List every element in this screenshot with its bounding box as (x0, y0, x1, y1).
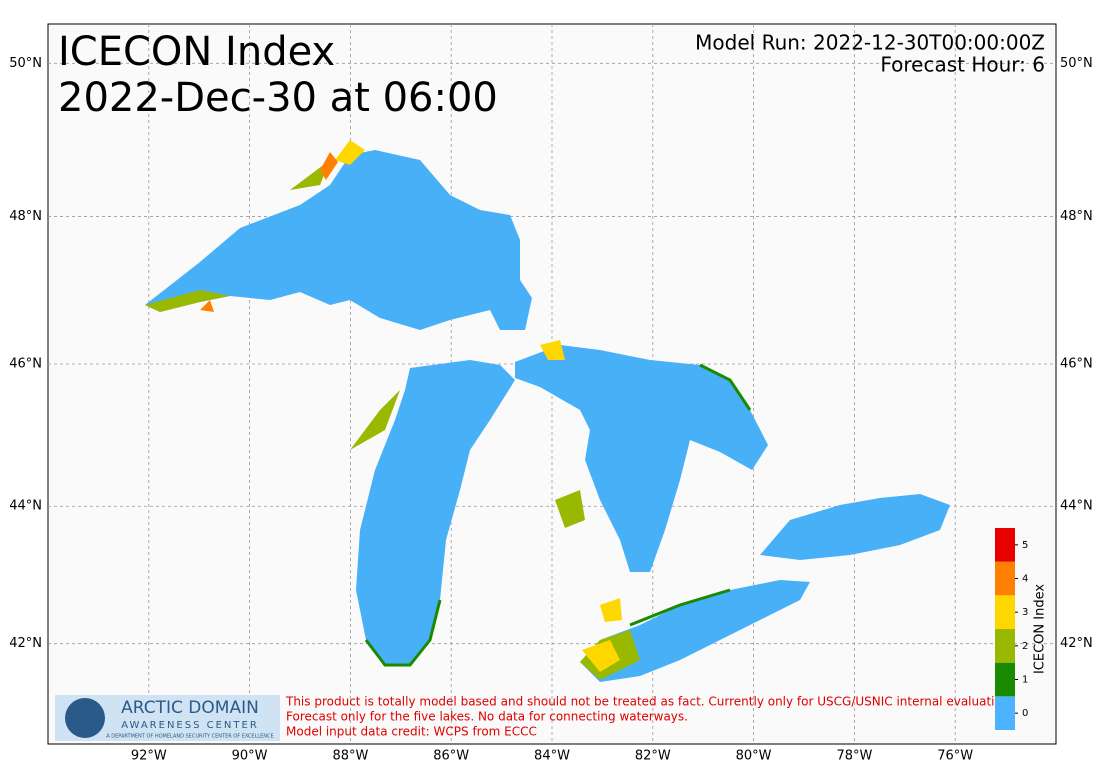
lon-tick-label: 84°W (534, 749, 570, 764)
colorbar-label: 5 (1022, 540, 1028, 551)
lon-tick-label: 80°W (736, 749, 772, 764)
colorbar-label: 1 (1022, 675, 1028, 686)
colorbar-segment (995, 696, 1015, 730)
logo-text: ARCTIC DOMAIN (121, 698, 259, 718)
title-line: ICECON Index (58, 29, 335, 75)
colorbar-segment (995, 561, 1015, 596)
shore-ice (364, 363, 752, 667)
colorbar-label: 2 (1022, 641, 1028, 652)
lat-tick-label: 50°N (1060, 56, 1093, 71)
colorbar-title: ICECON Index (1033, 584, 1048, 674)
disclaimer: Forecast only for the five lakes. No dat… (286, 710, 688, 724)
lake-superior (145, 150, 532, 330)
colorbar-segment (995, 662, 1015, 697)
forecast-hour: Forecast Hour: 6 (880, 53, 1045, 77)
disclaimer: Model input data credit: WCPS from ECCC (286, 725, 537, 739)
lat-tick-label: 42°N (1060, 636, 1093, 651)
colorbar-segment (995, 595, 1015, 629)
logo-globe (65, 698, 105, 738)
lat-tick-label: 50°N (9, 56, 42, 71)
lat-tick-label: 46°N (9, 357, 42, 372)
lat-tick-label: 44°N (9, 499, 42, 514)
colorbar-segment (995, 629, 1015, 663)
logo-text: A DEPARTMENT OF HOMELAND SECURITY CENTER… (106, 734, 273, 740)
lake-huron (515, 345, 768, 572)
lon-tick-label: 78°W (836, 749, 872, 764)
colorbar-segment (995, 528, 1015, 562)
colorbar: 0 1 2 3 4 5 (995, 528, 1028, 730)
lake-ontario (760, 494, 950, 560)
model-run: Model Run: 2022-12-30T00:00:00Z (695, 31, 1045, 55)
lat-tick-label: 48°N (1060, 209, 1093, 224)
disclaimer: This product is totally model based and … (285, 695, 1013, 709)
lakes (145, 140, 950, 682)
shore-ice (200, 152, 338, 312)
lat-tick-label: 46°N (1060, 357, 1093, 372)
logo: ARCTIC DOMAIN AWARENESS CENTER A DEPARTM… (55, 695, 280, 741)
logo-text: AWARENESS CENTER (121, 720, 259, 731)
lon-tick-label: 76°W (937, 749, 973, 764)
lat-tick-label: 42°N (9, 636, 42, 651)
colorbar-label: 3 (1022, 607, 1028, 618)
lake-michigan (356, 360, 515, 665)
lat-tick-label: 44°N (1060, 499, 1093, 514)
lon-tick-label: 82°W (635, 749, 671, 764)
lon-tick-label: 88°W (332, 749, 368, 764)
lon-tick-label: 92°W (131, 749, 167, 764)
title-line: 2022-Dec-30 at 06:00 (58, 75, 498, 121)
colorbar-label: 4 (1022, 574, 1028, 585)
colorbar-label: 0 (1022, 708, 1028, 719)
lat-tick-label: 48°N (9, 209, 42, 224)
lon-tick-label: 86°W (433, 749, 469, 764)
lon-tick-label: 90°W (232, 749, 268, 764)
